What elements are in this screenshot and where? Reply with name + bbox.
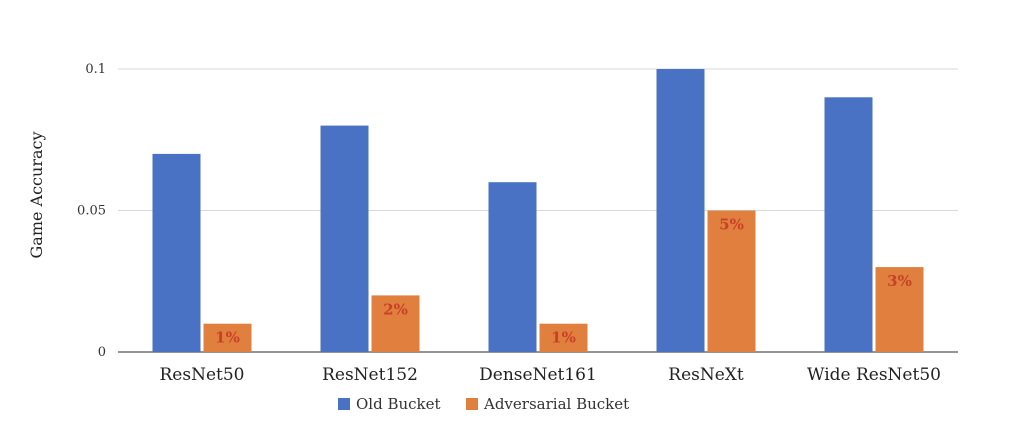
y-tick-label: 0.1 bbox=[85, 62, 106, 77]
x-category-label: ResNeXt bbox=[668, 365, 744, 385]
data-labels: 1% 2% 1% 5% 3% bbox=[215, 216, 912, 347]
bar-data-label: 5% bbox=[719, 216, 744, 234]
bar-adversarial-bucket bbox=[875, 267, 924, 352]
legend-swatch bbox=[338, 398, 350, 410]
bar-old-bucket bbox=[488, 182, 537, 352]
bar-data-label: 3% bbox=[887, 272, 912, 290]
bar-old-bucket bbox=[656, 69, 705, 352]
x-category-label: ResNet50 bbox=[160, 365, 245, 385]
legend-swatch bbox=[466, 398, 478, 410]
bars bbox=[152, 69, 924, 352]
bar-adversarial-bucket bbox=[539, 323, 588, 352]
x-axis-categories: ResNet50 ResNet152 DenseNet161 ResNeXt Wide … bbox=[160, 365, 941, 385]
y-tick-label: 0.05 bbox=[77, 204, 106, 219]
bar-data-label: 1% bbox=[551, 329, 576, 347]
bar-adversarial-bucket bbox=[371, 295, 420, 352]
bar-old-bucket bbox=[824, 97, 873, 352]
y-axis-title: Game Accuracy bbox=[27, 131, 46, 258]
legend-label: Old Bucket bbox=[356, 395, 441, 413]
x-category-label: DenseNet161 bbox=[479, 365, 597, 385]
bar-adversarial-bucket bbox=[707, 210, 756, 352]
legend-label: Adversarial Bucket bbox=[483, 395, 629, 413]
bar-old-bucket bbox=[320, 125, 369, 352]
y-tick-label: 0 bbox=[98, 345, 106, 360]
gridlines bbox=[118, 68, 958, 353]
bar-adversarial-bucket bbox=[203, 323, 252, 352]
x-category-label: Wide ResNet50 bbox=[807, 365, 941, 385]
x-category-label: ResNet152 bbox=[322, 365, 418, 385]
bar-old-bucket bbox=[152, 153, 201, 352]
bar-data-label: 2% bbox=[383, 300, 408, 318]
legend: Old Bucket Adversarial Bucket bbox=[338, 395, 629, 413]
bar-data-label: 1% bbox=[215, 329, 240, 347]
y-axis-ticks: 0 0.05 0.1 bbox=[77, 62, 106, 360]
